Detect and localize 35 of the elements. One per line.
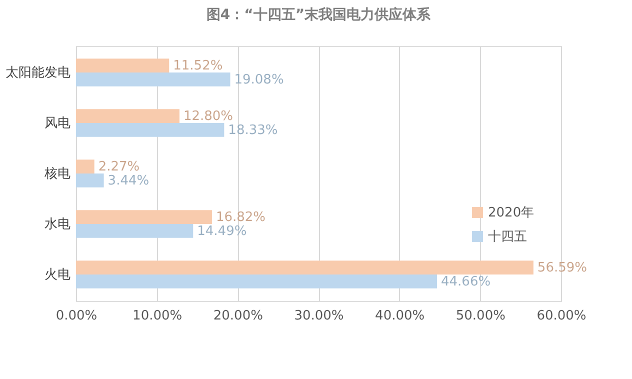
data-label: 11.52%	[173, 58, 223, 74]
bar	[76, 174, 104, 188]
x-tick-label: 40.00%	[375, 308, 425, 324]
bar	[76, 224, 194, 238]
x-tick-label: 0.00%	[56, 308, 98, 324]
data-label: 44.66%	[441, 274, 491, 290]
data-label: 18.33%	[228, 122, 278, 138]
x-tick-label: 60.00%	[536, 308, 586, 324]
bar	[76, 72, 230, 86]
bar	[76, 274, 437, 288]
x-tick-label: 10.00%	[132, 308, 182, 324]
bar	[76, 160, 94, 174]
chart-title: 图4：“十四五”末我国电力供应体系	[206, 6, 432, 23]
legend-label: 2020年	[488, 206, 534, 220]
bar	[76, 123, 224, 137]
bar	[76, 109, 180, 124]
bar	[76, 58, 170, 73]
legend-label: 十四五	[488, 230, 527, 244]
data-label: 12.80%	[183, 109, 234, 124]
data-label: 56.59%	[537, 260, 588, 276]
y-tick-label: 水电	[44, 216, 70, 232]
data-label: 16.82%	[216, 210, 266, 226]
data-label: 3.44%	[108, 173, 150, 188]
y-tick-label: 核电	[44, 166, 70, 182]
y-tick-label: 风电	[44, 116, 70, 132]
data-label: 2.27%	[98, 160, 140, 175]
bar	[76, 260, 534, 274]
x-tick-label: 30.00%	[294, 308, 344, 324]
x-tick-label: 20.00%	[213, 308, 263, 324]
data-label: 14.49%	[197, 224, 247, 239]
bar	[76, 210, 212, 224]
y-tick-label: 火电	[44, 267, 70, 282]
x-tick-label: 50.00%	[456, 308, 506, 324]
data-label: 19.08%	[234, 72, 284, 88]
y-tick-label: 太阳能发电	[6, 66, 70, 81]
